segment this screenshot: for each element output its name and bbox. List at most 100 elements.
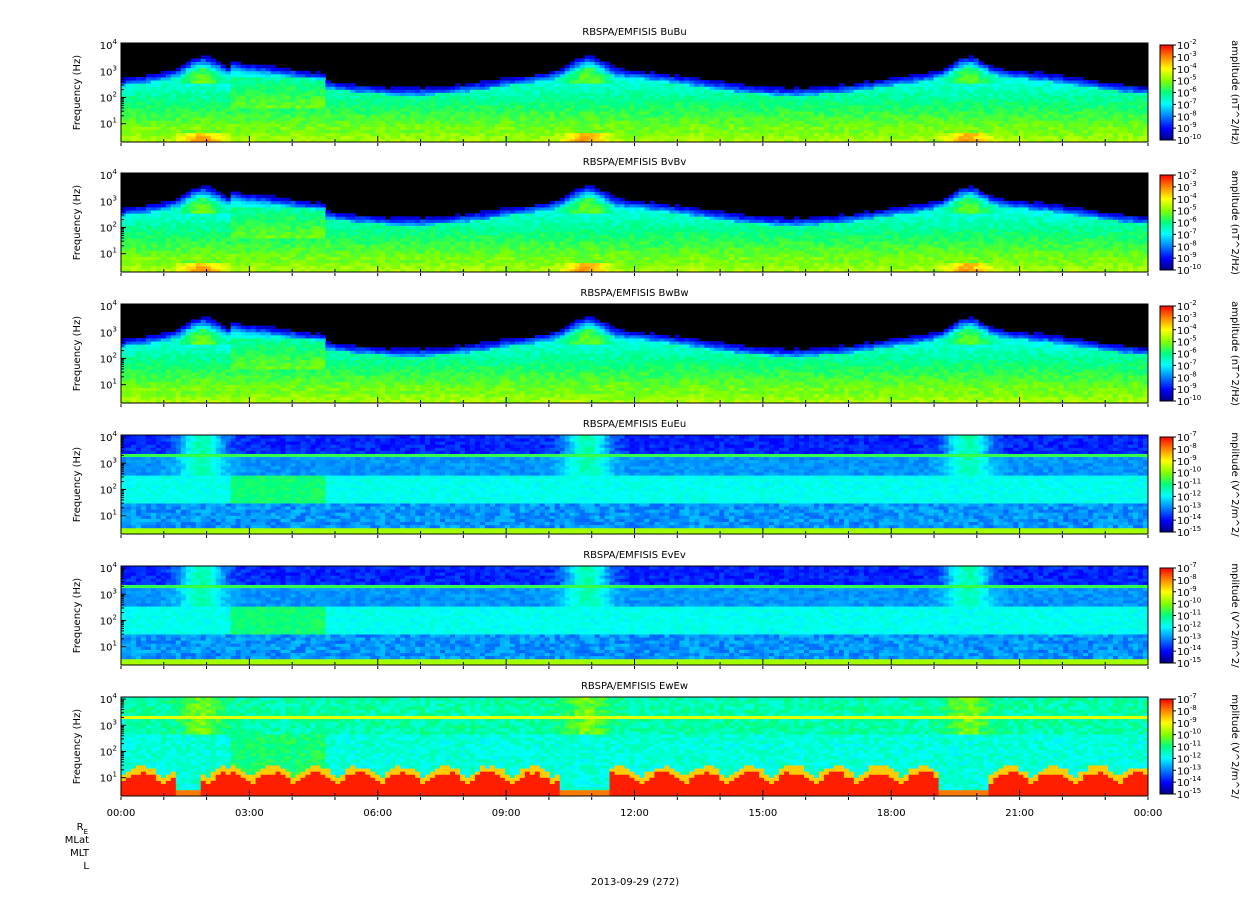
heatmap-cell [330, 96, 335, 99]
heatmap-cell [535, 74, 540, 77]
heatmap-cell [689, 96, 694, 99]
heatmap-cell [310, 130, 315, 133]
heatmap-cell [300, 136, 305, 139]
heatmap-cell [146, 99, 151, 102]
heatmap-cell [1048, 74, 1053, 77]
heatmap-cell [859, 117, 864, 120]
heatmap-cell [281, 68, 286, 71]
heatmap-cell [819, 133, 824, 136]
heatmap-cell [520, 93, 525, 96]
heatmap-cell [545, 136, 550, 139]
heatmap-cell [749, 127, 754, 130]
heatmap-cell [1033, 111, 1038, 114]
heatmap-cell [679, 93, 684, 96]
heatmap-cell [964, 80, 969, 83]
heatmap-cell [939, 80, 944, 83]
heatmap-cell [216, 207, 221, 210]
heatmap-cell [191, 136, 196, 139]
heatmap-cell [924, 130, 929, 133]
heatmap-cell [625, 127, 630, 130]
heatmap-cell [271, 68, 276, 71]
heatmap-cell [939, 127, 944, 130]
heatmap-cell [944, 71, 949, 74]
heatmap-cell [385, 123, 390, 126]
heatmap-cell [1013, 111, 1018, 114]
heatmap-cell [964, 120, 969, 123]
heatmap-cell [540, 111, 545, 114]
heatmap-cell [590, 93, 595, 96]
heatmap-cell [1048, 123, 1053, 126]
heatmap-cell [630, 80, 635, 83]
heatmap-cell [151, 105, 156, 108]
heatmap-cell [191, 102, 196, 105]
heatmap-cell [430, 120, 435, 123]
heatmap-cell [1113, 96, 1118, 99]
heatmap-cell [176, 96, 181, 99]
heatmap-cell [1113, 108, 1118, 111]
heatmap-cell [1033, 120, 1038, 123]
heatmap-cell [1103, 108, 1108, 111]
heatmap-cell [954, 65, 959, 68]
heatmap-cell [983, 83, 988, 86]
heatmap-cell [196, 117, 201, 120]
heatmap-cell [704, 120, 709, 123]
heatmap-cell [345, 99, 350, 102]
heatmap-cell [904, 89, 909, 92]
heatmap-cell [610, 127, 615, 130]
heatmap-cell [1038, 86, 1043, 89]
heatmap-cell [759, 133, 764, 136]
heatmap-cell [834, 130, 839, 133]
heatmap-cell [1093, 120, 1098, 123]
heatmap-cell [440, 120, 445, 123]
heatmap-cell [689, 77, 694, 80]
heatmap-cell [944, 96, 949, 99]
heatmap-cell [1118, 117, 1123, 120]
heatmap-cell [136, 117, 141, 120]
heatmap-cell [440, 123, 445, 126]
heatmap-cell [151, 263, 156, 266]
heatmap-cell [739, 123, 744, 126]
heatmap-cell [889, 120, 894, 123]
heatmap-cell [236, 130, 241, 133]
heatmap-cell [216, 223, 221, 226]
heatmap-cell [764, 111, 769, 114]
heatmap-cell [375, 114, 380, 117]
heatmap-cell [988, 99, 993, 102]
heatmap-cell [789, 89, 794, 92]
heatmap-cell [520, 105, 525, 108]
heatmap-cell [1048, 96, 1053, 99]
heatmap-cell [226, 127, 231, 130]
heatmap-cell [565, 86, 570, 89]
heatmap-cell [196, 62, 201, 65]
heatmap-cell [350, 111, 355, 114]
heatmap-cell [181, 238, 186, 241]
heatmap-cell [979, 74, 984, 77]
heatmap-cell [246, 108, 251, 111]
heatmap-cell [286, 68, 291, 71]
heatmap-cell [939, 130, 944, 133]
heatmap-cell [365, 123, 370, 126]
heatmap-cell [749, 114, 754, 117]
heatmap-cell [1003, 123, 1008, 126]
heatmap-cell [560, 68, 565, 71]
heatmap-cell [136, 247, 141, 250]
heatmap-cell [216, 102, 221, 105]
heatmap-cell [186, 127, 191, 130]
heatmap-cell [939, 93, 944, 96]
heatmap-cell [360, 89, 365, 92]
heatmap-cell [161, 111, 166, 114]
heatmap-cell [520, 77, 525, 80]
heatmap-cell [151, 136, 156, 139]
heatmap-cell [430, 99, 435, 102]
heatmap-cell [934, 89, 939, 92]
heatmap-cell [355, 96, 360, 99]
heatmap-cell [126, 108, 131, 111]
heatmap-cell [759, 120, 764, 123]
heatmap-cell [520, 123, 525, 126]
heatmap-cell [360, 93, 365, 96]
heatmap-cell [196, 238, 201, 241]
heatmap-cell [1053, 120, 1058, 123]
heatmap-cell [854, 133, 859, 136]
heatmap-cell [191, 235, 196, 238]
heatmap-cell [904, 99, 909, 102]
